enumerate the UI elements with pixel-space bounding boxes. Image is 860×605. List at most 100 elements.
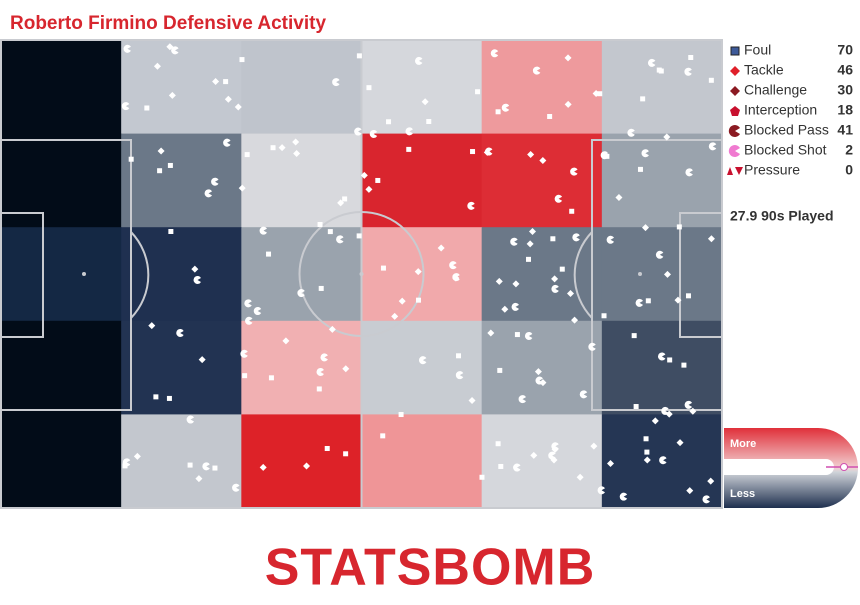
event-marker [398,412,404,418]
event-marker [681,362,687,368]
event-marker [437,244,445,252]
event-marker [337,199,345,207]
heat-cell [361,414,483,509]
legend-count: 70 [837,42,853,58]
event-marker [551,275,559,283]
event-marker [676,224,682,230]
event-marker [676,439,684,447]
title: Roberto Firmino Defensive Activity [10,13,326,34]
spot [638,272,642,276]
heat-cell [601,227,723,322]
event-marker [168,229,174,235]
event-marker [245,316,253,325]
event-marker [270,145,276,151]
logo: STATSBOMB [265,539,596,597]
event-marker [526,240,534,248]
event-marker [645,298,651,304]
event-marker [268,375,274,381]
six-left [0,212,44,338]
event-marker [633,404,639,410]
event-marker [191,265,199,273]
legend-count: 18 [837,102,853,118]
event-marker [659,456,667,465]
scale-high: More [730,438,756,450]
event-marker [685,293,691,299]
event-marker [470,149,476,155]
spot [82,272,86,276]
event-marker [601,313,607,319]
event-marker [406,146,412,152]
event-marker [708,77,714,83]
legend-icon [730,106,740,116]
event-marker [328,325,336,333]
heat-cell [361,320,483,415]
event-marker [606,235,615,244]
event-marker [702,495,710,504]
heat-cell [481,414,603,509]
heat-cell [1,227,122,322]
heat-cell [601,320,723,415]
event-marker [527,151,535,159]
event-marker [253,307,262,316]
event-marker [332,78,340,87]
event-marker [354,127,362,136]
heat-cell [241,133,362,228]
legend-icon [730,66,740,76]
event-marker [597,91,603,97]
centre-circle [298,211,425,337]
heat-cell [361,40,483,135]
event-marker [239,57,245,63]
event-marker [405,127,413,136]
event-marker [663,270,671,278]
event-marker [380,433,386,439]
legend-count: 0 [845,162,853,178]
event-marker [490,49,499,58]
event-marker [635,298,644,307]
event-marker [293,149,301,157]
event-marker [535,376,543,385]
event-marker [157,168,163,174]
event-marker [667,357,673,363]
event-marker [569,208,575,214]
legend-icon [727,167,743,175]
heat-cell [361,133,483,228]
event-marker [663,133,671,141]
event-marker [157,147,165,155]
event-marker [121,102,130,111]
event-marker [510,237,518,246]
event-marker [655,250,664,259]
event-marker [674,296,682,304]
event-marker [643,436,649,442]
event-marker [475,89,481,95]
event-marker [426,118,432,124]
heat-cell [481,40,603,135]
event-marker [414,268,422,276]
heat-cell [241,320,362,415]
event-marker [570,167,578,176]
event-marker [588,342,596,351]
legend-label: Blocked Pass [744,122,829,138]
event-marker [153,62,161,70]
event-marker [514,332,520,338]
legend-count: 41 [837,122,853,138]
event-marker [455,371,464,380]
heat-cell [361,227,483,322]
event-marker [342,196,348,202]
event-marker [244,299,252,308]
heat-cell [1,40,122,135]
event-marker [380,265,386,271]
event-marker [631,333,637,339]
event-marker [223,138,231,147]
event-marker [452,273,460,282]
event-marker [238,184,246,192]
legend-icon [730,86,740,96]
event-marker [398,297,406,305]
event-marker [637,166,643,172]
legend-label: Challenge [744,82,807,98]
played: 27.9 90s Played [730,208,834,224]
event-marker [278,144,286,152]
scale-gap [724,459,834,475]
event-marker [501,305,509,313]
event-marker [282,337,290,345]
event-marker [576,473,584,481]
